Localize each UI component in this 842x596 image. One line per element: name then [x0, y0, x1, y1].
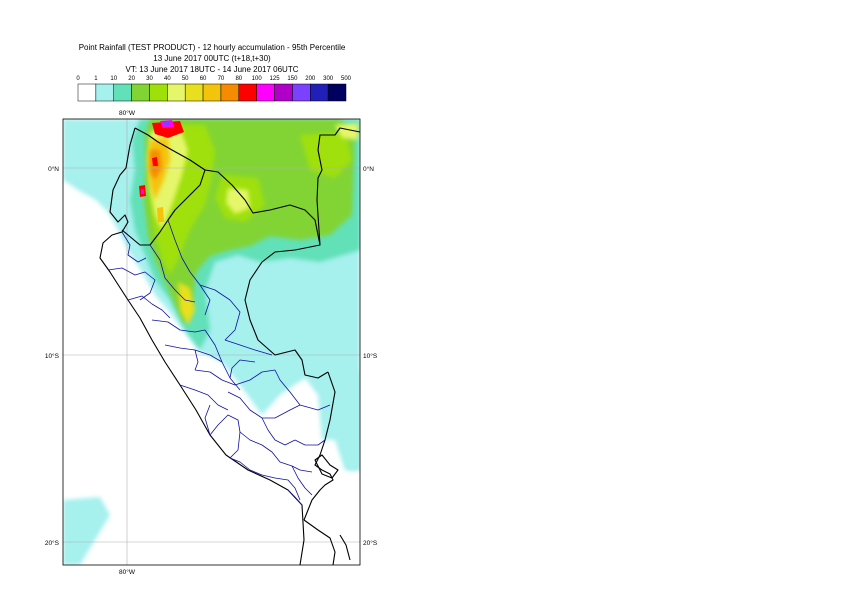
legend-threshold-label: 1	[94, 76, 98, 82]
admin-cajamarca	[149, 244, 196, 303]
border-ecuador-peru	[121, 169, 206, 246]
admin-central-2	[194, 349, 199, 371]
admin-la-libertad	[151, 319, 206, 333]
admin-central-1	[229, 359, 256, 379]
legend-threshold-label: 300	[323, 76, 334, 82]
rain-60mm-core-west	[157, 207, 164, 222]
lake-titicaca	[314, 454, 339, 479]
title-line-1: Point Rainfall (TEST PRODUCT) - 12 hourl…	[78, 43, 346, 52]
lat-label-left-0n: 0°N	[48, 165, 59, 173]
legend-threshold-label: 200	[305, 76, 316, 82]
admin-apurimac	[261, 417, 296, 446]
admin-ica	[204, 404, 211, 436]
border-colombia-peru	[204, 169, 329, 379]
admin-huancavelica	[209, 414, 263, 446]
border-colombia-brazil	[316, 127, 360, 246]
legend-threshold-label: 0	[76, 76, 80, 82]
legend-threshold-label: 150	[287, 76, 298, 82]
lat-label-left-20s: 20°S	[45, 539, 60, 547]
graticule	[63, 119, 360, 565]
border-bolivia-chile	[303, 519, 336, 565]
legend-threshold-label: 10	[110, 76, 117, 82]
admin-huanuco	[204, 329, 241, 391]
legend-threshold-label: 20	[128, 76, 135, 82]
rain-80mm-core-mid	[152, 157, 158, 166]
rain-100mm-core-south	[141, 189, 144, 194]
rain-1mm-patch-east	[330, 370, 360, 470]
lon-label-bottom: 80°W	[119, 568, 136, 576]
colour-legend: 0 1 10 20 30 40 50 60 70 80 100 125 150 200 300 500	[76, 76, 352, 102]
lat-label-right-10s: 10°S	[363, 352, 378, 360]
rain-80mm-core-north	[152, 121, 184, 138]
admin-amazonas	[167, 219, 211, 316]
legend-threshold-label: 70	[218, 76, 225, 82]
admin-madre-de-dios	[294, 439, 326, 446]
admin-pasco	[194, 369, 276, 386]
admin-cusco	[261, 444, 313, 473]
rainfall-field	[63, 119, 360, 565]
rain-30mm-patch-north	[300, 132, 352, 178]
admin-puno	[291, 465, 313, 496]
lon-label-top: 80°W	[119, 109, 136, 117]
rain-60mm-patch-south	[178, 282, 195, 325]
legend-threshold-label: 125	[270, 76, 281, 82]
rain-125mm-core-north	[163, 121, 169, 125]
admin-piura	[107, 267, 156, 301]
admin-moquegua	[287, 489, 303, 506]
border-colombia-ecuador	[134, 127, 206, 171]
admin-ucayali-south	[274, 369, 331, 411]
admin-borders	[107, 219, 331, 506]
admin-lima	[179, 384, 229, 411]
admin-arequipa	[249, 469, 301, 501]
legend-threshold-label: 50	[182, 76, 189, 82]
admin-tumbes	[121, 231, 147, 263]
admin-lambayeque	[127, 295, 171, 319]
country-borders	[99, 127, 360, 565]
lat-label-right-20s: 20°S	[363, 539, 378, 547]
coastline	[99, 127, 305, 565]
rain-40mm-patch-ne	[335, 123, 358, 140]
legend-threshold-label: 30	[146, 76, 153, 82]
lat-label-left-10s: 10°S	[45, 352, 60, 360]
legend-threshold-label: 100	[252, 76, 263, 82]
title-line-3: VT: 13 June 2017 18UTC - 14 June 2017 06…	[125, 65, 299, 74]
legend-threshold-label: 80	[235, 76, 242, 82]
admin-ayacucho	[229, 431, 251, 471]
lat-label-right-0n: 0°N	[363, 165, 374, 173]
admin-loreto-ucayali	[224, 339, 273, 356]
rain-40mm-patch-east	[226, 188, 250, 214]
legend-threshold-label: 40	[164, 76, 171, 82]
rain-1mm-patch-south	[63, 497, 110, 565]
legend-threshold-label: 60	[200, 76, 207, 82]
title-line-2: 13 June 2017 00UTC (t+18,t+30)	[153, 54, 271, 63]
border-argentina-north	[339, 534, 351, 561]
border-peru-bolivia	[303, 371, 336, 521]
legend-swatch-14	[327, 83, 347, 102]
admin-san-martin	[199, 284, 241, 341]
map-frame	[62, 118, 361, 566]
legend-threshold-label: 500	[341, 76, 352, 82]
